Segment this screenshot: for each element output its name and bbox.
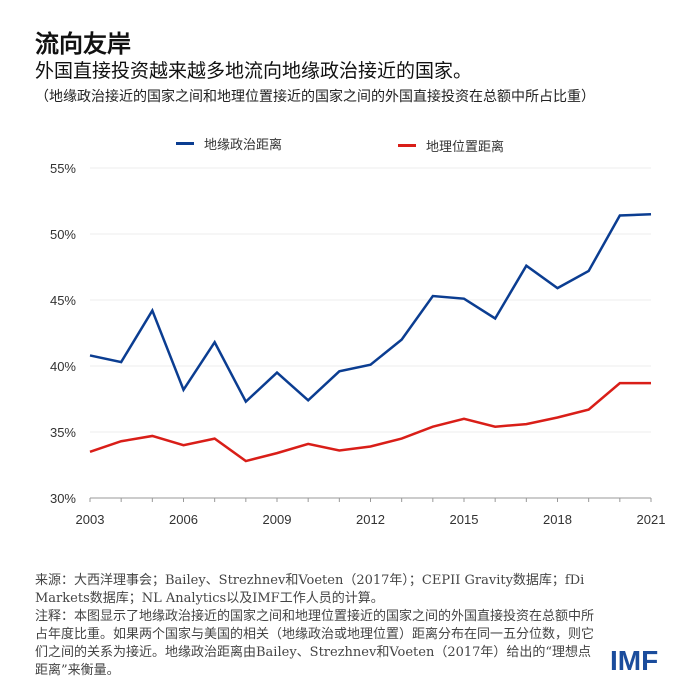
series-line-geographic (89, 381, 651, 463)
y-tick-label: 30% (50, 491, 76, 506)
x-tick-label: 2006 (169, 512, 198, 527)
chart-title: 流向友岸 (35, 29, 131, 58)
y-tick-label: 50% (50, 227, 76, 242)
y-tick-label: 45% (50, 293, 76, 308)
x-tick-label: 2021 (637, 512, 666, 527)
legend-item-geographic: 地理位置距离 (398, 136, 504, 155)
x-tick-label: 2009 (263, 512, 292, 527)
legend-swatch (398, 144, 416, 147)
legend-label: 地理位置距离 (426, 140, 505, 155)
x-tick-label: 2018 (543, 512, 572, 527)
footer: 来源：大西洋理事会；Bailey、Strezhnev和Voeten（2017年）… (35, 572, 600, 680)
legend-item-geopolitical: 地缘政治距离 (176, 134, 282, 153)
y-tick-label: 40% (50, 359, 76, 374)
legend-label: 地缘政治距离 (204, 138, 283, 153)
legend-swatch (176, 142, 194, 145)
source-text: 来源：大西洋理事会；Bailey、Strezhnev和Voeten（2017年）… (35, 573, 585, 606)
plot-area: 30% 35% 40% 45% 50% 55% 2003 2006 2009 2012 2015 20… (50, 161, 666, 527)
x-tick-label: 2015 (450, 512, 479, 527)
y-tick-label: 35% (50, 425, 76, 440)
y-tick-label: 55% (50, 161, 76, 176)
chart-subtitle: 外国直接投资越来越多地流向地缘政治接近的国家。 (35, 60, 473, 82)
series-line-geopolitical (89, 212, 652, 404)
note-text: 注释：本图显示了地缘政治接近的国家之间和地理位置接近的国家之间的外国直接投资在总… (35, 609, 595, 678)
chart-description: （地缘政治接近的国家之间和地理位置接近的国家之间的外国直接投资在总额中所占比重） (35, 89, 595, 105)
x-tick-label: 2012 (356, 512, 385, 527)
imf-logo: IMF (610, 645, 659, 676)
x-tick-label: 2003 (76, 512, 105, 527)
